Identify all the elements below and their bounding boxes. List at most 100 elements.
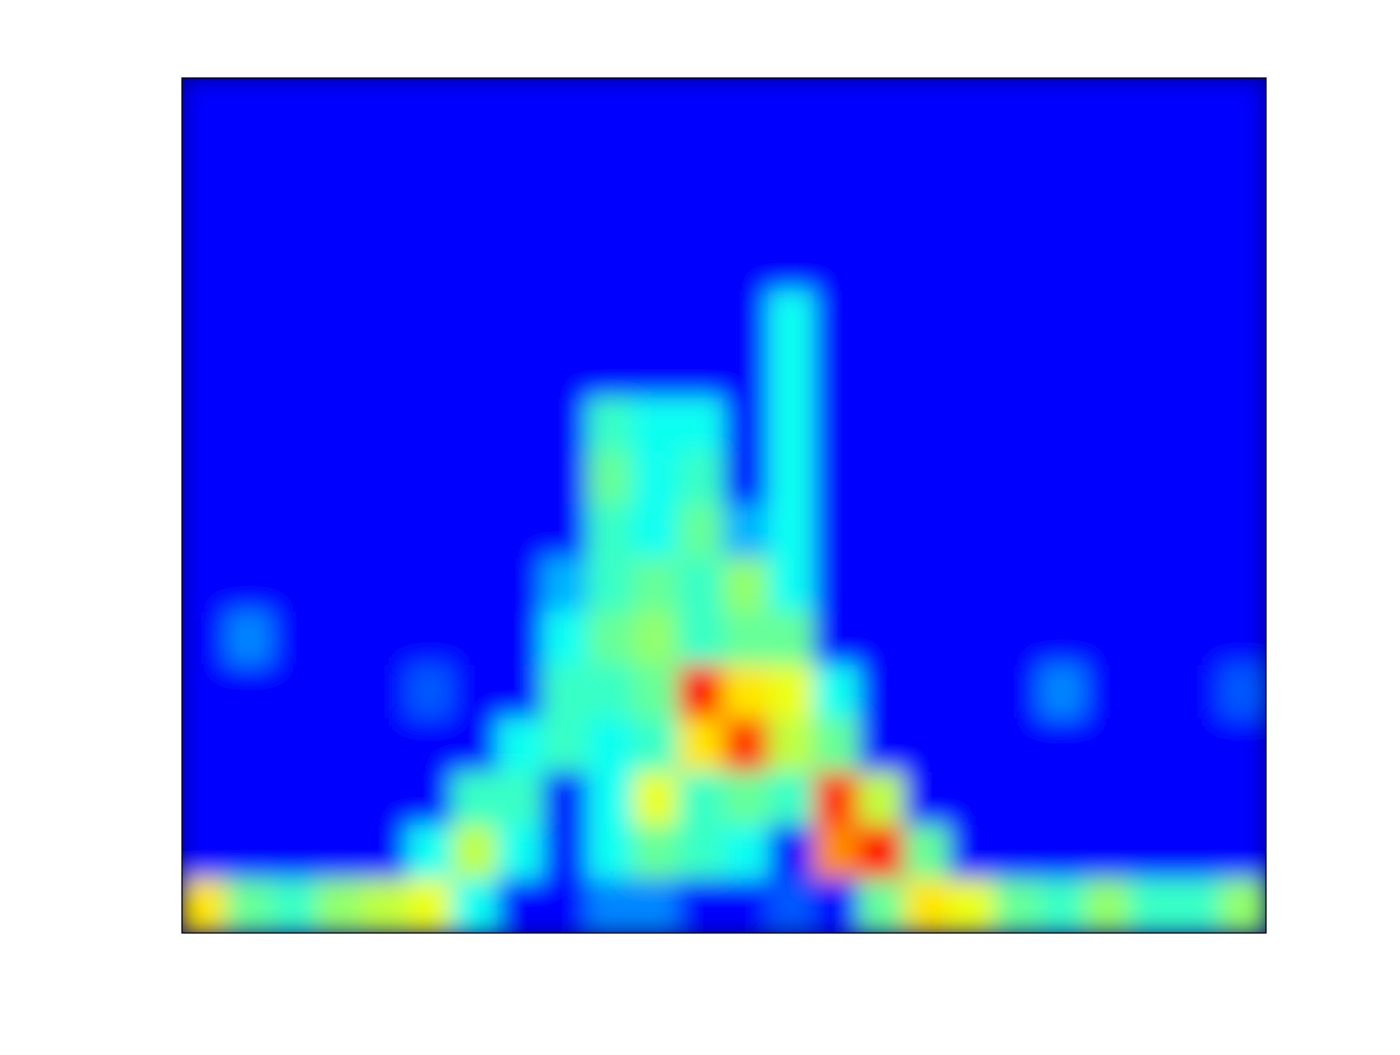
heatmap-cell: [1174, 878, 1222, 933]
heatmap-cell: [994, 718, 1042, 774]
heatmap-cell: [677, 504, 725, 560]
heatmap-cell: [858, 611, 906, 667]
heatmap-cell: [768, 825, 816, 881]
heatmap-cell: [858, 78, 906, 133]
heatmap-cell: [452, 290, 500, 347]
heatmap-cell: [813, 557, 861, 614]
heatmap-cell: [316, 451, 364, 507]
heatmap-cell: [316, 130, 364, 186]
heatmap-cell: [1174, 344, 1222, 400]
heatmap-cell: [1174, 771, 1222, 828]
heatmap-cell: [226, 878, 274, 933]
heatmap-cell: [406, 718, 454, 774]
heatmap-cell: [1084, 878, 1132, 933]
heatmap-cell: [271, 130, 319, 186]
heatmap-cell: [406, 771, 454, 828]
heatmap-cell: [497, 397, 545, 454]
heatmap-cell: [632, 878, 680, 933]
heatmap-cell: [182, 397, 229, 454]
heatmap-cell: [587, 718, 635, 774]
heatmap-cell: [226, 183, 274, 240]
heatmap-cell: [497, 664, 545, 721]
heatmap-cell: [813, 237, 861, 293]
heatmap-cell: [813, 78, 861, 133]
heatmap-cell: [1219, 130, 1266, 186]
heatmap-cell: [182, 878, 229, 933]
heatmap-cell: [1084, 78, 1132, 133]
heatmap-cell: [1084, 451, 1132, 507]
heatmap-cell: [1084, 183, 1132, 240]
heatmap-cell: [677, 290, 725, 347]
heatmap-cell: [677, 557, 725, 614]
heatmap-cell: [813, 825, 861, 881]
heatmap-cell: [1174, 664, 1222, 721]
heatmap-cell: [994, 825, 1042, 881]
heatmap-cell: [768, 718, 816, 774]
heatmap-cell: [182, 718, 229, 774]
heatmap-cell: [542, 237, 590, 293]
heatmap-cell: [226, 237, 274, 293]
heatmap-cell: [542, 611, 590, 667]
heatmap-cell: [1174, 611, 1222, 667]
heatmap-cell: [182, 557, 229, 614]
heatmap-cell: [1039, 557, 1087, 614]
heatmap-cell: [858, 183, 906, 240]
heatmap-cell: [1174, 237, 1222, 293]
heatmap-cell: [632, 557, 680, 614]
heatmap-cell: [1039, 718, 1087, 774]
heatmap-cell: [361, 878, 409, 933]
heatmap-cell: [361, 78, 409, 133]
heatmap-cell: [813, 611, 861, 667]
heatmap-cell: [1039, 237, 1087, 293]
heatmap-cell: [768, 237, 816, 293]
heatmap-cell: [1039, 825, 1087, 881]
heatmap-cell: [1039, 771, 1087, 828]
heatmap-cell: [858, 557, 906, 614]
heatmap-cell: [452, 451, 500, 507]
heatmap-cell: [1129, 718, 1177, 774]
heatmap-cell: [768, 504, 816, 560]
heatmap-cell: [948, 397, 996, 454]
heatmap-cell: [1219, 397, 1266, 454]
heatmap-cell: [813, 130, 861, 186]
heatmap-cell: [271, 557, 319, 614]
heatmap-cell: [1219, 290, 1266, 347]
heatmap-cell: [677, 78, 725, 133]
heatmap-cell: [1084, 397, 1132, 454]
heatmap-cell: [1219, 78, 1266, 133]
heatmap-cell: [226, 344, 274, 400]
heatmap-cell: [948, 718, 996, 774]
heatmap-cell: [813, 344, 861, 400]
heatmap-cell: [813, 290, 861, 347]
heatmap-cell: [271, 78, 319, 133]
heatmap-cell: [768, 183, 816, 240]
heatmap-cell: [497, 825, 545, 881]
heatmap-cell: [768, 344, 816, 400]
heatmap-cell: [903, 183, 951, 240]
heatmap-cell: [723, 237, 771, 293]
heatmap-cell: [452, 718, 500, 774]
heatmap-cell: [587, 825, 635, 881]
heatmap-cell: [1084, 344, 1132, 400]
heatmap-cell: [723, 504, 771, 560]
heatmap-cell: [903, 718, 951, 774]
heatmap-cell: [587, 451, 635, 507]
heatmap-cell: [1129, 611, 1177, 667]
heatmap-cell: [542, 825, 590, 881]
heatmap-cell: [632, 771, 680, 828]
heatmap-cell: [723, 183, 771, 240]
heatmap-cell: [677, 451, 725, 507]
heatmap-cell: [1129, 78, 1177, 133]
heatmap-cell: [361, 771, 409, 828]
heatmap-cell: [948, 611, 996, 667]
heatmap-cell: [1129, 130, 1177, 186]
heatmap-cell: [813, 878, 861, 933]
heatmap-cell: [1039, 504, 1087, 560]
heatmap-cell: [1039, 451, 1087, 507]
heatmap-cell: [903, 664, 951, 721]
heatmap-cell: [1039, 290, 1087, 347]
heatmap-cell: [948, 78, 996, 133]
heatmap-cell: [497, 718, 545, 774]
heatmap-cell: [497, 771, 545, 828]
heatmap-cell: [994, 78, 1042, 133]
